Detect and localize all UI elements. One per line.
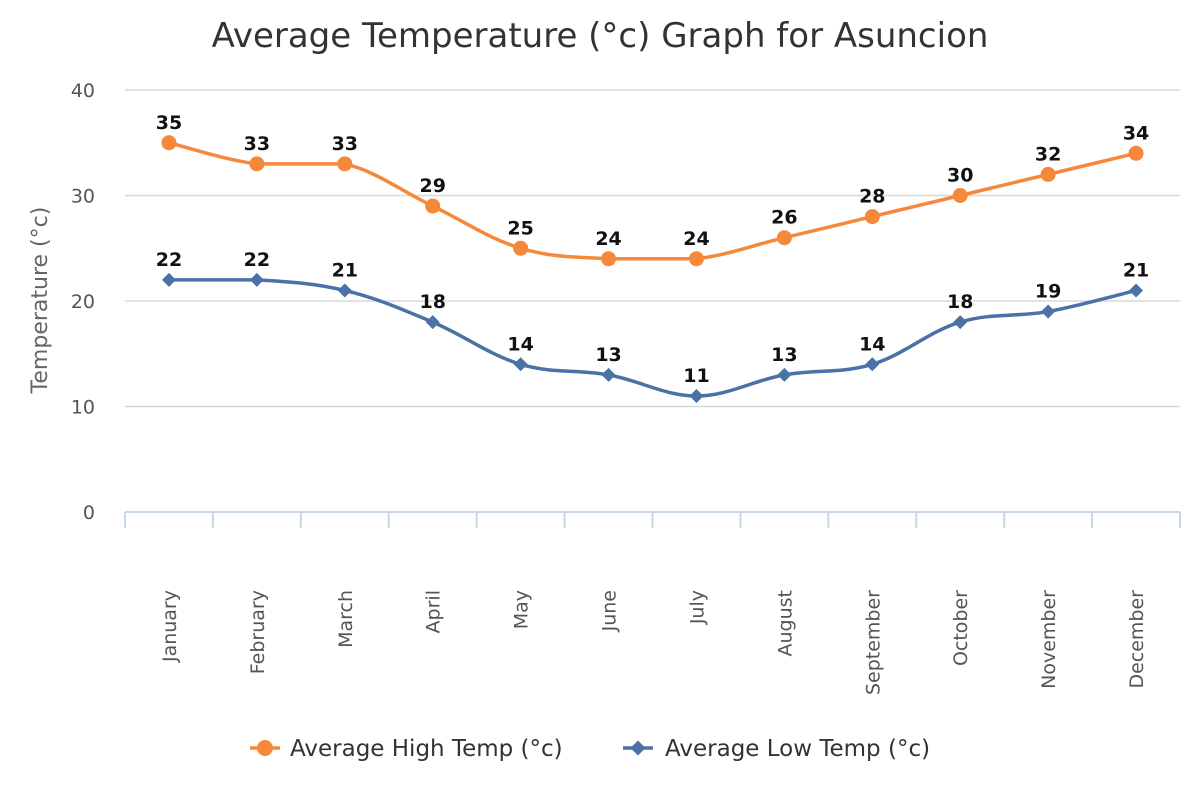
data-label: 22: [156, 249, 182, 271]
series-line: [168, 141, 1137, 261]
data-label: 21: [332, 259, 358, 281]
data-point[interactable]: [864, 209, 880, 225]
data-point[interactable]: [953, 315, 968, 330]
legend-marker: [630, 740, 646, 756]
legend-label: Average Low Temp (°c): [665, 736, 930, 762]
data-point[interactable]: [689, 388, 704, 403]
data-point[interactable]: [777, 367, 792, 382]
data-point[interactable]: [513, 240, 529, 256]
x-tick-label: May: [511, 590, 533, 629]
data-label: 22: [244, 249, 270, 271]
data-label: 14: [507, 333, 533, 355]
y-tick-label: 20: [71, 291, 95, 313]
data-label: 29: [419, 175, 445, 197]
data-label: 35: [156, 112, 182, 134]
series-layer: [161, 135, 1144, 403]
data-point[interactable]: [513, 357, 528, 372]
x-tick-label: December: [1126, 590, 1148, 689]
x-tick-label: July: [686, 590, 708, 625]
data-label: 30: [947, 165, 973, 187]
x-tick-label: August: [774, 590, 796, 657]
data-label: 13: [771, 344, 797, 366]
data-labels: 35 33 33 29 25 24 24 26 28 30 32 34 22 22 21 18 14 13 11 13…: [156, 112, 1150, 387]
x-tick-label: October: [950, 590, 972, 666]
data-label: 26: [771, 207, 797, 229]
data-label: 18: [947, 291, 973, 313]
x-tick-label: September: [862, 590, 884, 695]
series-high: [161, 135, 1144, 267]
data-point[interactable]: [776, 230, 792, 246]
data-label: 11: [683, 365, 709, 387]
legend-label: Average High Temp (°c): [290, 736, 563, 762]
data-point[interactable]: [865, 357, 880, 372]
data-label: 14: [859, 333, 885, 355]
data-point[interactable]: [425, 315, 440, 330]
x-tick-label: June: [599, 590, 621, 632]
data-label: 19: [1035, 281, 1061, 303]
data-point[interactable]: [161, 135, 177, 151]
y-axis-title: Temperature (°c): [28, 207, 53, 395]
data-label: 13: [595, 344, 621, 366]
data-label: 33: [244, 133, 270, 155]
data-point[interactable]: [249, 272, 264, 287]
data-point[interactable]: [952, 188, 968, 203]
data-point[interactable]: [1129, 283, 1144, 298]
data-point[interactable]: [1041, 304, 1056, 319]
y-tick-label: 0: [83, 502, 95, 524]
data-label: 24: [595, 228, 621, 250]
data-point[interactable]: [337, 156, 353, 172]
data-point[interactable]: [601, 251, 617, 267]
data-label: 34: [1123, 122, 1149, 144]
data-point[interactable]: [1128, 145, 1144, 161]
chart-title: Average Temperature (°c) Graph for Asunc…: [212, 16, 989, 56]
data-label: 24: [683, 228, 709, 250]
legend-marker: [257, 740, 273, 756]
data-point[interactable]: [601, 367, 616, 382]
legend[interactable]: Average High Temp (°c) Average Low Temp (…: [250, 736, 930, 762]
data-point[interactable]: [688, 251, 704, 267]
x-tick-label: March: [335, 590, 357, 648]
series-low: [161, 272, 1144, 403]
grid-lines: [125, 89, 1180, 408]
data-label: 21: [1123, 259, 1149, 281]
y-tick-label: 40: [71, 80, 95, 102]
series-line: [168, 278, 1137, 398]
y-tick-label: 30: [71, 186, 95, 208]
data-label: 18: [419, 291, 445, 313]
y-tick-label: 10: [71, 397, 95, 419]
data-label: 32: [1035, 143, 1061, 165]
data-point[interactable]: [425, 198, 441, 214]
data-label: 25: [507, 217, 533, 239]
legend-item-high[interactable]: Average High Temp (°c): [250, 736, 563, 762]
x-axis: 0 10 20 30 40 January February March April May Jun…: [71, 80, 1181, 695]
data-label: 28: [859, 186, 885, 208]
data-point[interactable]: [1040, 166, 1056, 182]
data-point[interactable]: [337, 283, 352, 298]
x-tick-label: January: [159, 590, 181, 663]
x-tick-label: November: [1038, 590, 1060, 689]
legend-item-low[interactable]: Average Low Temp (°c): [623, 736, 930, 762]
x-tick-label: February: [247, 590, 269, 674]
data-point[interactable]: [161, 272, 176, 287]
data-label: 33: [332, 133, 358, 155]
data-point[interactable]: [249, 156, 265, 172]
x-tick-label: April: [423, 590, 445, 633]
